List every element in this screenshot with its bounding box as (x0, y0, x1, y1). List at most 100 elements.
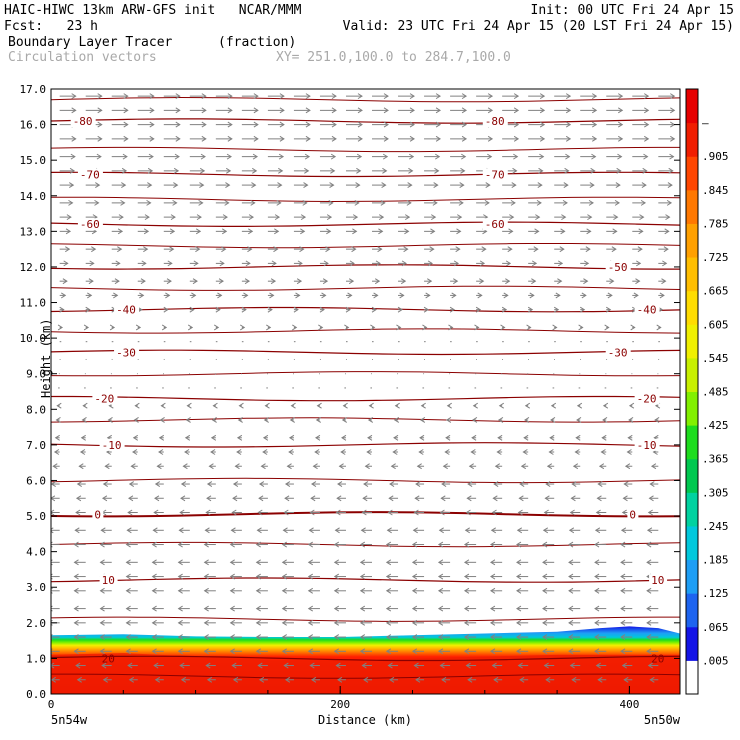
circulation-vector (542, 634, 555, 640)
contour-label-bg (649, 574, 668, 587)
circulation-vector (372, 199, 386, 206)
circulation-vector (658, 135, 676, 142)
circulation-vector (463, 541, 477, 548)
circulation-vector (465, 662, 477, 669)
circulation-vector (163, 246, 175, 253)
circulation-vector (450, 107, 468, 114)
circulation-vector (73, 559, 86, 566)
circulation-vector (345, 306, 351, 313)
circulation-vector (205, 509, 216, 516)
colorbar-label: .245 (702, 520, 729, 533)
circulation-vector (189, 278, 198, 285)
plot-frame (50, 88, 681, 695)
circulation-vector (411, 605, 425, 612)
circulation-vector (463, 605, 477, 612)
circulation-vector (385, 648, 399, 655)
y-tick-label: 14.0 (20, 190, 47, 203)
circulation-vector (85, 135, 103, 142)
circulation-vector (284, 676, 294, 683)
circulation-vector (415, 481, 425, 487)
colorbar-swatch (686, 492, 698, 527)
circulation-vector (528, 93, 546, 100)
circulation-vector (658, 292, 665, 299)
circulation-vector (315, 434, 321, 441)
circulation-vector (468, 463, 477, 470)
circulation-vector (658, 278, 667, 285)
circulation-vector (177, 648, 190, 655)
circulation-vector (542, 573, 555, 580)
circulation-vector (568, 634, 581, 640)
colorbar-swatch (686, 122, 698, 157)
circulation-vector (293, 182, 309, 189)
circulation-vector (362, 495, 373, 502)
isentrope-line (51, 616, 680, 622)
circulation-vector (385, 634, 399, 640)
circulation-vector (554, 153, 571, 160)
circulation-vector (596, 495, 607, 502)
circulation-vector (385, 573, 399, 580)
circulation-vector (502, 182, 517, 189)
circulation-vector (490, 648, 503, 655)
circulation-vector (189, 153, 206, 160)
field-units: (fraction) (218, 35, 297, 50)
circulation-vector (492, 495, 503, 502)
circulation-vector (267, 182, 283, 189)
circulation-vector (550, 402, 557, 409)
y-tick-label: 4.0 (26, 546, 46, 559)
circulation-vector (189, 306, 195, 313)
circulation-vector (502, 278, 511, 285)
circulation-vector (491, 509, 503, 516)
circulation-vector (241, 182, 257, 189)
circulation-vector (319, 292, 327, 299)
circulation-vector (59, 135, 77, 142)
circulation-vector (523, 434, 529, 441)
circulation-vector (628, 402, 635, 409)
circulation-vector (128, 481, 138, 487)
colorbar-swatch (686, 660, 698, 695)
circulation-vector (229, 634, 242, 640)
circulation-vector (73, 587, 86, 594)
circulation-vector (388, 495, 399, 502)
circulation-vector (624, 463, 633, 470)
circulation-vector (658, 153, 675, 160)
circulation-vector (580, 167, 596, 174)
colorbar-swatch (686, 89, 698, 124)
circulation-vector (393, 434, 399, 441)
circulation-vector (163, 121, 181, 128)
circulation-vector (628, 417, 634, 423)
circulation-vector (281, 559, 294, 566)
circulation-vector (387, 509, 399, 516)
circulation-vector (85, 153, 102, 160)
circulation-vector (241, 278, 251, 285)
circulation-vector (345, 228, 358, 235)
circulation-vector (476, 93, 494, 100)
circulation-vector (51, 662, 60, 669)
circulation-vector (476, 153, 493, 160)
circulation-vector (367, 434, 373, 441)
circulation-vector (180, 481, 190, 487)
circulation-vector (203, 587, 216, 594)
circulation-vector (572, 463, 581, 470)
circulation-vector (255, 619, 268, 626)
temperature-contour (51, 171, 680, 178)
circulation-vector (554, 214, 567, 221)
circulation-vector (554, 93, 572, 100)
circulation-vector (411, 634, 425, 640)
contour-label-bg (77, 168, 103, 181)
contour-label-bg (99, 574, 118, 587)
circulation-vector (496, 449, 503, 455)
circulation-vector (73, 634, 86, 640)
circulation-vector (319, 135, 337, 142)
circulation-vector (522, 449, 529, 455)
circulation-vector (215, 246, 227, 253)
circulation-vector (398, 135, 415, 142)
colorbar-swatch (686, 593, 698, 628)
isentrope-line (51, 146, 680, 153)
circulation-vector (345, 292, 353, 299)
circulation-vector (203, 619, 216, 626)
circulation-vector (594, 634, 607, 640)
circulation-vector (267, 93, 285, 100)
circulation-vector (241, 246, 253, 253)
circulation-vector (85, 246, 97, 253)
circulation-vector (281, 605, 294, 612)
